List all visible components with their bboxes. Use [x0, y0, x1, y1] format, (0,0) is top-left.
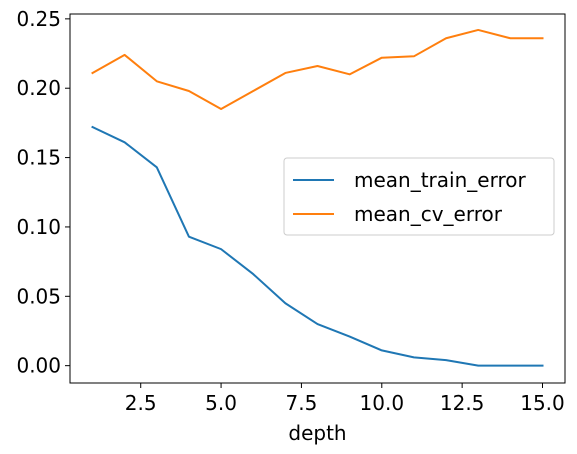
y-tick-label: 0.10: [16, 215, 61, 239]
x-tick-label: 10.0: [360, 391, 405, 415]
y-axis-ticks: 0.00 0.05 0.10 0.15 0.20 0.25: [16, 7, 70, 378]
y-tick-label: 0.05: [16, 284, 61, 308]
x-tick-label: 7.5: [286, 391, 318, 415]
legend-items: mean_train_error mean_cv_error: [293, 168, 526, 226]
y-tick-label: 0.20: [16, 76, 61, 100]
series-line-mean-train-error: [91, 125, 544, 367]
y-tick-label: 0.25: [16, 7, 61, 31]
x-tick-label: 12.5: [440, 391, 485, 415]
legend-box: [283, 157, 555, 236]
legend-label: mean_cv_error: [354, 202, 503, 226]
x-tick-label: 2.5: [125, 391, 157, 415]
x-axis-title: depth: [288, 421, 346, 445]
y-tick-label: 0.15: [16, 146, 61, 170]
series-line-mean-cv-error: [91, 28, 544, 111]
x-axis-ticks: 2.5 5.0 7.5 10.0 12.5 15.0: [125, 383, 565, 415]
y-tick-label: 0.00: [16, 354, 61, 378]
plot-frame: [69, 13, 566, 384]
legend: mean_train_error mean_cv_error: [283, 157, 555, 236]
x-tick-label: 15.0: [520, 391, 565, 415]
x-tick-label: 5.0: [205, 391, 237, 415]
legend-label: mean_train_error: [354, 168, 526, 192]
series-layer: [91, 28, 544, 367]
